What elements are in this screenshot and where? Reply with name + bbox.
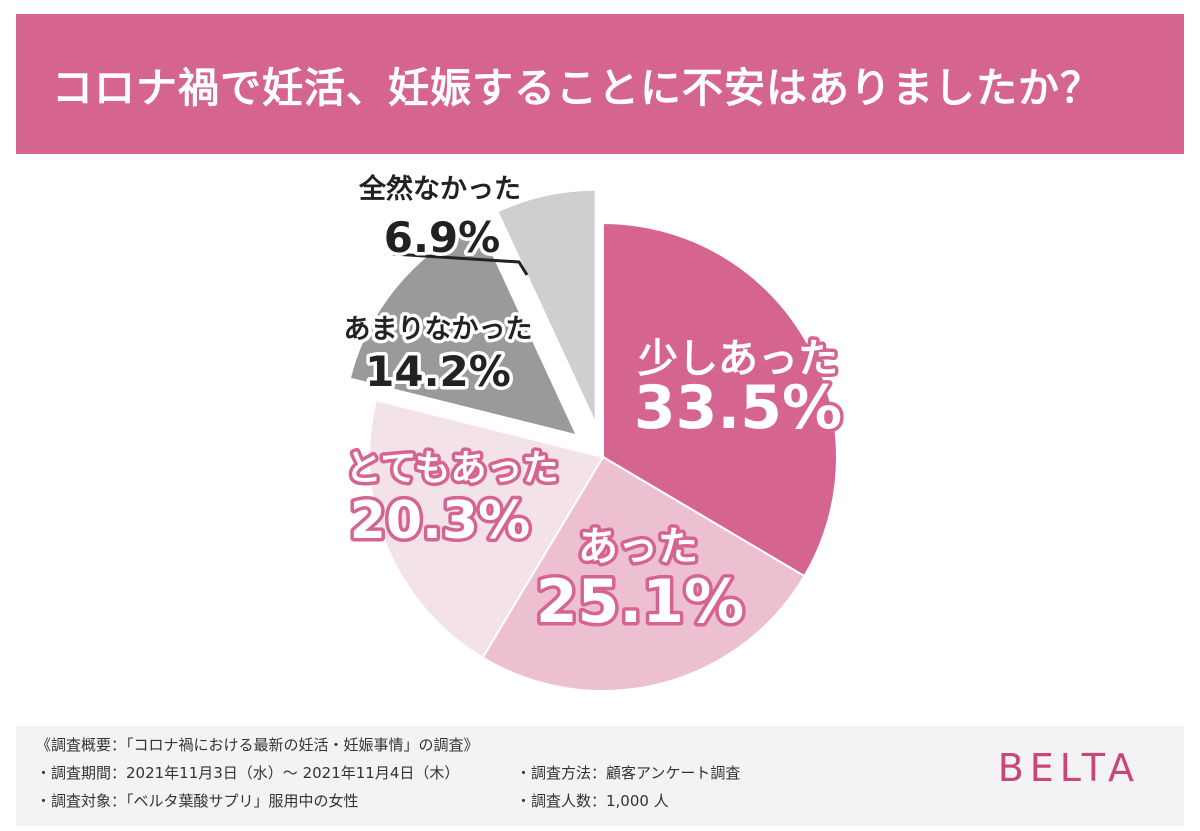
pie-slice [368,399,605,660]
pie-slice [602,221,838,578]
slice-label: とてもあった [345,448,558,489]
pie-slice [481,455,806,692]
pie-slice [496,188,597,425]
survey-method: ・調査方法：顧客アンケート調査 [516,764,741,782]
slice-value-label: 25.1% [536,567,744,637]
title-banner: コロナ禍で妊活、妊娠することに不安はありましたか？ [16,14,1184,154]
slice-label: 全然なかった [358,173,521,205]
survey-period: ・調査期間：2021年11月3日（水）～ 2021年11月4日（木） [36,764,460,782]
chart-title: コロナ禍で妊活、妊娠することに不安はありましたか？ [52,64,1102,112]
slice-label: 少しあった [638,336,838,382]
pie-slice [348,221,579,437]
slice-value-label: 14.2% [365,347,511,396]
survey-count: ・調査人数：1,000 人 [516,792,669,810]
slice-label: あまりなかった [344,314,533,345]
slice-label: あった [578,524,698,570]
belta-logo: BELTA [997,746,1140,790]
survey-title: 《調査概要：「コロナ禍における最新の妊活・妊娠事情」の調査》 [36,736,479,754]
survey-footer: 《調査概要：「コロナ禍における最新の妊活・妊娠事情」の調査》 ・調査期間：202… [16,726,1184,826]
survey-target: ・調査対象：「ベルタ葉酸サプリ」服用中の女性 [36,792,359,810]
slice-value-label: 20.3% [350,491,530,551]
slice-value-label: 33.5% [634,373,842,443]
slice-value-label: 6.9% [384,213,500,262]
leader-line [392,252,529,276]
